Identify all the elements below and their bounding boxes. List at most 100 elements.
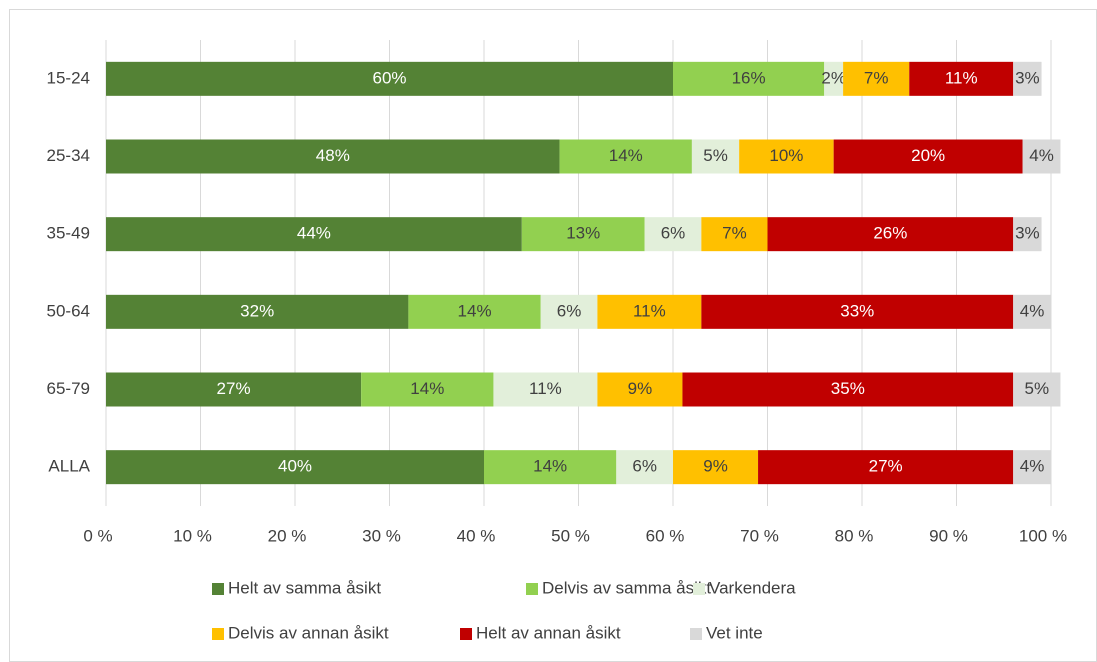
data-label: 11%: [945, 68, 978, 87]
bar-segment: [1013, 372, 1061, 407]
x-tick-label: 60 %: [646, 526, 685, 545]
data-label: 11%: [529, 379, 562, 398]
legend-swatch: [693, 583, 705, 595]
legend-swatch: [212, 628, 224, 640]
data-label: 27%: [217, 379, 251, 398]
bar-segment: [521, 217, 645, 252]
bar-segment: [106, 294, 409, 329]
data-label: 9%: [628, 379, 653, 398]
legend-swatch: [460, 628, 472, 640]
y-tick-label: 35-49: [47, 224, 90, 243]
bar-segment: [106, 372, 362, 407]
bar-segment: [644, 217, 702, 252]
x-tick-label: 100 %: [1019, 526, 1067, 545]
bar-segment: [559, 139, 692, 174]
y-tick-label: 15-24: [47, 68, 90, 87]
bar-segment: [767, 217, 1014, 252]
bar-segment: [673, 61, 825, 96]
data-label: 14%: [533, 457, 567, 476]
bar-segment: [833, 139, 1023, 174]
data-label: 32%: [240, 301, 274, 320]
data-label: 27%: [869, 457, 903, 476]
data-label: 10%: [769, 146, 803, 165]
legend-label: Delvis av annan åsikt: [228, 623, 389, 642]
data-label: 6%: [661, 224, 686, 243]
data-label: 5%: [1025, 379, 1050, 398]
bar-segment: [106, 139, 560, 174]
data-label: 20%: [911, 146, 945, 165]
data-label: 9%: [703, 457, 728, 476]
data-label: 11%: [633, 301, 666, 320]
legend-label: Delvis av samma åsikt: [542, 578, 711, 597]
bar-segment: [361, 372, 494, 407]
legend-label: Helt av annan åsikt: [476, 623, 621, 642]
bar-segment: [408, 294, 541, 329]
bar-segment: [597, 294, 702, 329]
bar-segment: [758, 450, 1014, 485]
data-label: 26%: [873, 224, 907, 243]
data-label: 60%: [372, 68, 406, 87]
legend-label: Helt av samma åsikt: [228, 578, 381, 597]
data-label: 40%: [278, 457, 312, 476]
bar-segment: [739, 139, 834, 174]
data-label: 4%: [1020, 457, 1045, 476]
bar-segment: [106, 61, 673, 96]
y-tick-label: 65-79: [47, 379, 90, 398]
bar-segment: [824, 61, 844, 96]
data-label: 6%: [632, 457, 657, 476]
x-tick-label: 30 %: [362, 526, 401, 545]
y-tick-label: ALLA: [48, 457, 90, 476]
data-label: 7%: [864, 68, 889, 87]
data-label: 13%: [566, 224, 600, 243]
data-label: 3%: [1015, 68, 1040, 87]
bar-segment: [484, 450, 617, 485]
data-label: 4%: [1020, 301, 1045, 320]
data-label: 3%: [1015, 224, 1040, 243]
bar-segment: [701, 217, 768, 252]
data-label: 7%: [722, 224, 747, 243]
x-tick-label: 40 %: [457, 526, 496, 545]
legend-label: Vet inte: [706, 623, 763, 642]
bar-segment: [673, 450, 759, 485]
y-tick-label: 25-34: [47, 146, 90, 165]
y-tick-label: 50-64: [47, 301, 90, 320]
data-label: 44%: [297, 224, 331, 243]
bar-segment: [106, 217, 522, 252]
bar-segment: [1022, 139, 1061, 174]
bar-segment: [909, 61, 1014, 96]
bar-segment: [682, 372, 1014, 407]
legend-swatch: [526, 583, 538, 595]
bar-segment: [597, 372, 683, 407]
bar-segment: [540, 294, 598, 329]
x-tick-label: 50 %: [551, 526, 590, 545]
x-tick-label: 0 %: [83, 526, 112, 545]
bar-segment: [701, 294, 1014, 329]
legend-swatch: [690, 628, 702, 640]
bar-segment: [106, 450, 484, 485]
bar-segment: [1013, 217, 1042, 252]
data-label: 14%: [410, 379, 444, 398]
x-tick-label: 20 %: [268, 526, 307, 545]
bar-segment: [691, 139, 740, 174]
data-label: 48%: [316, 146, 350, 165]
data-label: 16%: [732, 68, 766, 87]
data-label: 14%: [458, 301, 492, 320]
legend-swatch: [212, 583, 224, 595]
bar-segment: [616, 450, 673, 485]
x-tick-label: 10 %: [173, 526, 212, 545]
data-label: 4%: [1029, 146, 1054, 165]
x-tick-label: 80 %: [835, 526, 874, 545]
x-tick-label: 70 %: [740, 526, 779, 545]
bar-segment: [1013, 450, 1051, 485]
bar-segment: [493, 372, 598, 407]
x-tick-label: 90 %: [929, 526, 968, 545]
data-label: 35%: [831, 379, 865, 398]
bar-segment: [843, 61, 910, 96]
data-label: 33%: [840, 301, 874, 320]
chart-frame: [9, 9, 1097, 662]
legend-label: Varkendera: [709, 578, 796, 597]
data-label: 14%: [609, 146, 643, 165]
bar-segment: [1013, 294, 1051, 329]
data-label: 2%: [821, 68, 846, 87]
